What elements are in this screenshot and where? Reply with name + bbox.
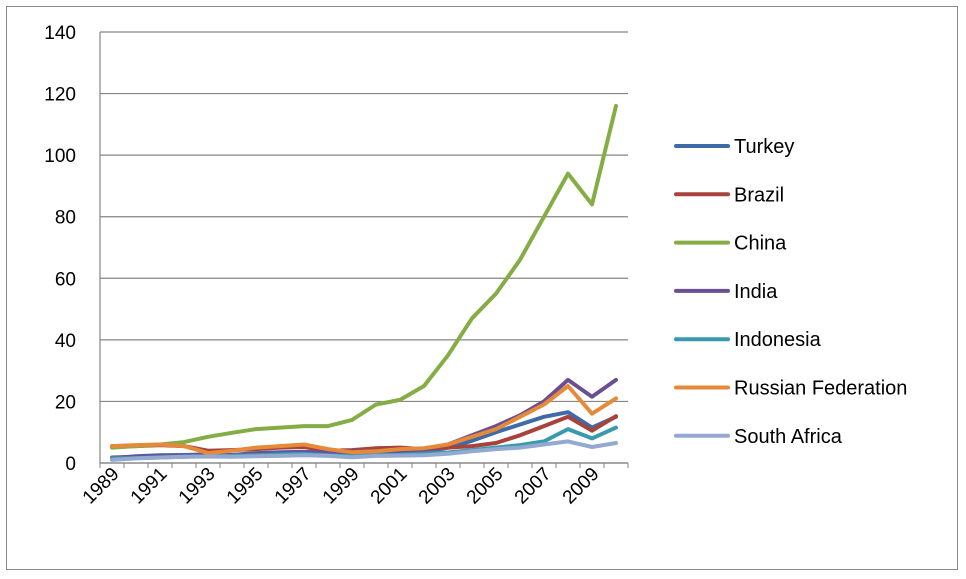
y-tick-label: 60: [55, 269, 76, 290]
legend-item-russian-federation: Russian Federation: [674, 378, 907, 400]
legend-item-india: India: [674, 281, 778, 303]
x-tick-label: 1993: [175, 464, 220, 509]
y-axis-ticks: 0 20 40 60 80 100 120 140: [44, 23, 76, 475]
legend-item-indonesia: Indonesia: [674, 329, 822, 351]
legend-item-brazil: Brazil: [674, 184, 784, 206]
x-tick-label: 2009: [559, 464, 604, 509]
legend: Turkey Brazil China India Indonesia Russian F…: [674, 136, 907, 448]
x-tick-label: 1991: [127, 464, 172, 509]
y-tick-label: 140: [44, 23, 76, 44]
legend-label: India: [734, 281, 778, 303]
y-tick-label: 20: [55, 392, 76, 413]
series-line-south-africa: [110, 439, 618, 462]
chart-frame: [6, 6, 958, 570]
x-tick-label: 2003: [415, 464, 460, 509]
series-line-china: [110, 103, 618, 450]
x-tick-label: 2001: [367, 464, 412, 509]
y-tick-label: 120: [44, 85, 76, 106]
legend-item-south-africa: South Africa: [674, 426, 843, 448]
legend-label: South Africa: [734, 426, 843, 448]
series-lines: [110, 103, 618, 462]
legend-label: Turkey: [734, 136, 794, 158]
legend-label: Russian Federation: [734, 378, 907, 400]
legend-label: China: [734, 233, 787, 255]
legend-item-china: China: [674, 233, 787, 255]
y-tick-label: 100: [44, 146, 76, 167]
legend-label: Brazil: [734, 184, 784, 206]
legend-label: Indonesia: [734, 329, 822, 351]
y-tick-label: 0: [65, 454, 76, 475]
series-line-russian-federation: [110, 384, 618, 456]
x-tick-label: 1999: [319, 464, 364, 509]
y-tick-label: 40: [55, 331, 76, 352]
legend-item-turkey: Turkey: [674, 136, 794, 158]
x-tick-label: 2007: [511, 464, 556, 509]
y-tick-label: 80: [55, 208, 76, 229]
x-axis-ticks: 1989 1991 1993 1995 1997 1999 2001 2003 2005 2007…: [79, 463, 629, 509]
x-tick-label: 1995: [223, 464, 268, 509]
x-tick-label: 1989: [79, 464, 124, 509]
x-tick-label: 1997: [271, 464, 316, 509]
x-tick-label: 2005: [463, 464, 508, 509]
